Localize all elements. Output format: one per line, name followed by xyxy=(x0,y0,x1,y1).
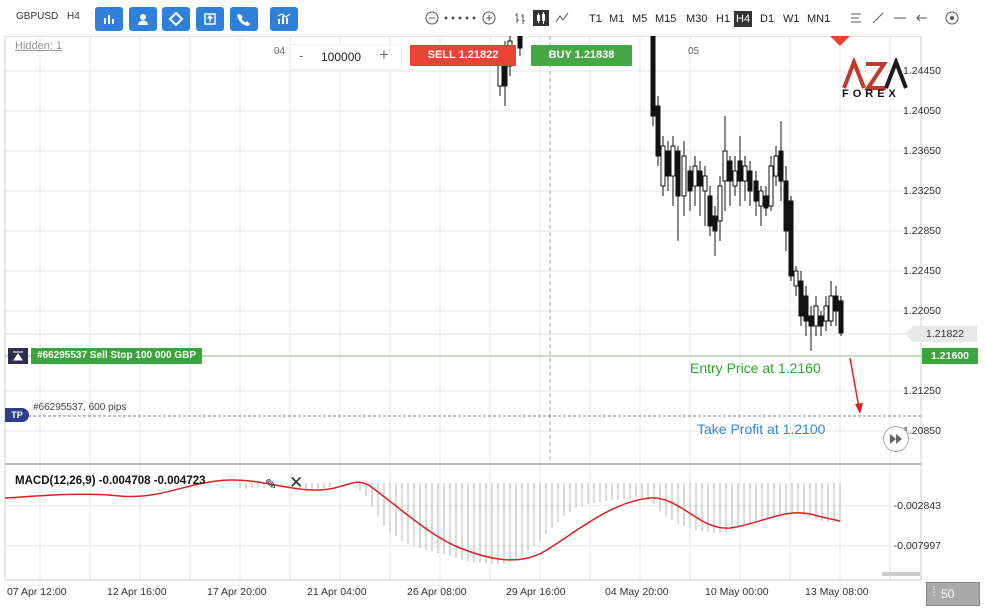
edit-indicator-icon[interactable]: ✎ xyxy=(265,476,277,492)
pending-order-label[interactable]: #66295537 Sell Stop 100 000 GBP xyxy=(31,348,202,364)
tf-mn1[interactable]: MN1 xyxy=(807,13,831,25)
x-axis-label: 13 May 08:00 xyxy=(805,586,869,598)
price-label: 1.22850 xyxy=(903,225,941,237)
bar-type-icon[interactable] xyxy=(512,10,528,26)
broker-logo: FOREX xyxy=(840,56,910,100)
x-axis-label: 29 Apr 16:00 xyxy=(506,586,566,598)
bars-icon: ⁞ xyxy=(932,583,936,599)
current-price-tag: 1.21822 xyxy=(913,326,977,342)
close-indicator-icon[interactable]: ✕ xyxy=(289,473,304,492)
aza-logo-mark xyxy=(842,56,908,90)
quantity-input[interactable]: 100000 xyxy=(321,50,362,64)
indicators-icon[interactable] xyxy=(270,7,298,31)
chart-canvas xyxy=(4,36,922,581)
x-axis-label: 21 Apr 04:00 xyxy=(307,586,367,598)
diamond-icon[interactable] xyxy=(162,7,190,31)
macd-signal-line xyxy=(4,479,841,561)
arrow-left-icon[interactable] xyxy=(914,10,930,26)
price-label: 1.22050 xyxy=(903,305,941,317)
line-chart-icon[interactable] xyxy=(554,10,570,26)
chart-area[interactable]: Hidden: 1 04 05 - 100000 + SELL 1.21822 … xyxy=(0,36,985,608)
zoom-in-icon[interactable] xyxy=(481,10,497,26)
x-axis-label: 04 May 20:00 xyxy=(605,586,669,598)
macd-label[interactable]: MACD(12,26,9) -0.004708 -0.004723 xyxy=(15,475,206,487)
x-axis-label: 12 Apr 16:00 xyxy=(107,586,167,598)
candlestick-icon[interactable] xyxy=(533,10,549,26)
quantity-stepper[interactable]: - 100000 + xyxy=(290,44,402,70)
toolbar: GBPUSD H4 T1 M1 M5 M15 M30 H1 H4 D1 W1 M… xyxy=(0,0,985,36)
fast-forward-icon xyxy=(890,434,902,444)
settings-icon[interactable] xyxy=(944,10,960,26)
timeframe-label[interactable]: H4 xyxy=(67,11,80,22)
trendline-icon[interactable] xyxy=(870,10,886,26)
tf-w1[interactable]: W1 xyxy=(783,13,800,25)
last-price-marker xyxy=(830,36,850,46)
x-axis-label: 17 Apr 20:00 xyxy=(207,586,267,598)
symbol-label[interactable]: GBPUSD xyxy=(16,11,59,22)
price-label: 1.24050 xyxy=(903,105,941,117)
current-price-pointer xyxy=(905,326,913,342)
price-label: 1.20850 xyxy=(903,425,941,437)
price-label: 1.23250 xyxy=(903,185,941,197)
quantity-minus-button[interactable]: - xyxy=(299,47,304,63)
price-label: 1.23650 xyxy=(903,145,941,157)
entry-annotation: Entry Price at 1.2160 xyxy=(690,360,821,376)
tf-m30[interactable]: M30 xyxy=(686,13,708,25)
drawing-list-icon[interactable] xyxy=(848,10,864,26)
phone-icon[interactable] xyxy=(230,7,258,31)
zoom-slider[interactable] xyxy=(440,10,484,26)
tf-m15[interactable]: M15 xyxy=(655,13,677,25)
macd-histogram xyxy=(239,483,841,564)
bar-count-input[interactable]: ⁞ 50 xyxy=(926,582,980,606)
order-drag-icon[interactable] xyxy=(8,348,28,364)
quantity-plus-button[interactable]: + xyxy=(379,45,389,64)
macd-scale-label: -0.007997 xyxy=(893,540,941,552)
candles xyxy=(497,36,844,351)
x-axis-label: 10 May 00:00 xyxy=(705,586,769,598)
tp-label: #66295537, 600 pips xyxy=(33,402,127,413)
tf-m1[interactable]: M1 xyxy=(609,13,625,25)
x-axis-label: 07 Apr 12:00 xyxy=(7,586,67,598)
order-icon[interactable] xyxy=(196,7,224,31)
tf-d1[interactable]: D1 xyxy=(760,13,775,25)
tp-badge[interactable]: TP xyxy=(5,408,29,422)
tf-h1[interactable]: H1 xyxy=(716,13,731,25)
price-label: 1.24450 xyxy=(903,65,941,77)
price-label: 1.21250 xyxy=(903,385,941,397)
bar-chart-icon[interactable] xyxy=(95,7,123,31)
tf-h4[interactable]: H4 xyxy=(734,11,753,27)
hidden-objects-link[interactable]: Hidden: 1 xyxy=(15,40,63,52)
tf-m5[interactable]: M5 xyxy=(632,13,648,25)
macd-scale-label: -0.002843 xyxy=(893,500,941,512)
hline-icon[interactable] xyxy=(892,10,908,26)
date-marker: 04 xyxy=(274,46,286,57)
entry-price-tag: 1.21600 xyxy=(922,348,978,364)
buy-button[interactable]: BUY 1.21838 xyxy=(531,45,632,66)
price-label: 1.22450 xyxy=(903,265,941,277)
tf-t1[interactable]: T1 xyxy=(589,13,602,25)
zoom-out-icon[interactable] xyxy=(424,10,440,26)
user-icon[interactable] xyxy=(129,7,157,31)
sell-button[interactable]: SELL 1.21822 xyxy=(410,45,516,66)
date-marker: 05 xyxy=(688,46,700,57)
tp-annotation: Take Profit at 1.2100 xyxy=(697,421,826,437)
scroll-to-end-button[interactable] xyxy=(883,426,909,452)
x-axis-label: 26 Apr 08:00 xyxy=(407,586,467,598)
bar-count-value: 50 xyxy=(941,587,955,601)
logo-text: FOREX xyxy=(842,88,900,100)
